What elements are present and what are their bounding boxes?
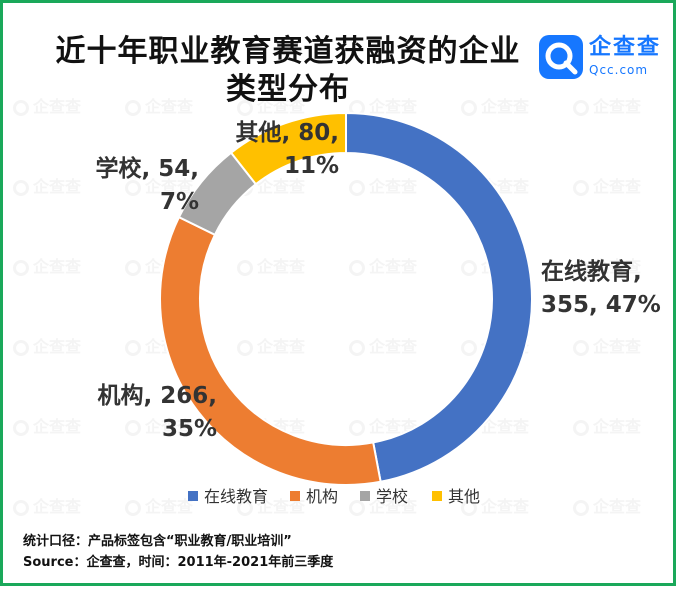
- scope-note: 统计口径：产品标签包含“职业教育/职业培训”: [23, 534, 292, 549]
- logo-name: 企查查: [589, 35, 662, 60]
- label-group: 在线教育, 355, 47% 机构, 266, 35% 学校, 54, 7% 其他, 80,…: [96, 120, 661, 442]
- legend-label: 其他: [448, 487, 481, 506]
- data-label-4-line-1: 其他, 80,: [236, 120, 340, 146]
- logo-domain: Qcc.com: [589, 63, 649, 77]
- source-note: Source：企查查，时间：2011年-2021年前三季度: [23, 555, 334, 570]
- slice-2: [159, 215, 382, 486]
- donut-chart: 在线教育, 355, 47% 机构, 266, 35% 学校, 54, 7% 其他, 80,…: [96, 111, 661, 486]
- legend-swatch: [360, 491, 370, 501]
- qcc-logo-icon: [539, 35, 583, 79]
- legend-item-4: 其他: [432, 483, 480, 507]
- slice-4: [229, 111, 347, 186]
- legend-label: 学校: [376, 487, 409, 506]
- data-label-2-line-2: 35%: [162, 416, 217, 442]
- chart-title: 近十年职业教育赛道获融资的企业类型分布: [55, 34, 521, 107]
- data-label-2-line-1: 机构, 266,: [98, 382, 218, 409]
- legend-swatch: [188, 491, 198, 501]
- brand-logo: 企查查 Qcc.com: [539, 33, 669, 83]
- legend-item-2: 机构: [290, 483, 338, 507]
- data-label-3-line-2: 7%: [160, 189, 199, 215]
- legend-swatch: [290, 491, 300, 501]
- data-label-3-line-1: 学校, 54,: [96, 155, 200, 182]
- legend-item-3: 学校: [360, 483, 408, 507]
- data-label-1-line-2: 355, 47%: [541, 292, 661, 318]
- legend-swatch: [432, 491, 442, 501]
- slice-1: [345, 111, 533, 483]
- legend-label: 在线教育: [204, 487, 269, 506]
- slice-group: [159, 111, 533, 486]
- legend-item-1: 在线教育: [188, 483, 268, 507]
- data-label-1-line-1: 在线教育,: [541, 258, 642, 285]
- data-label-4-line-2: 11%: [284, 153, 339, 179]
- legend-label: 机构: [306, 487, 339, 506]
